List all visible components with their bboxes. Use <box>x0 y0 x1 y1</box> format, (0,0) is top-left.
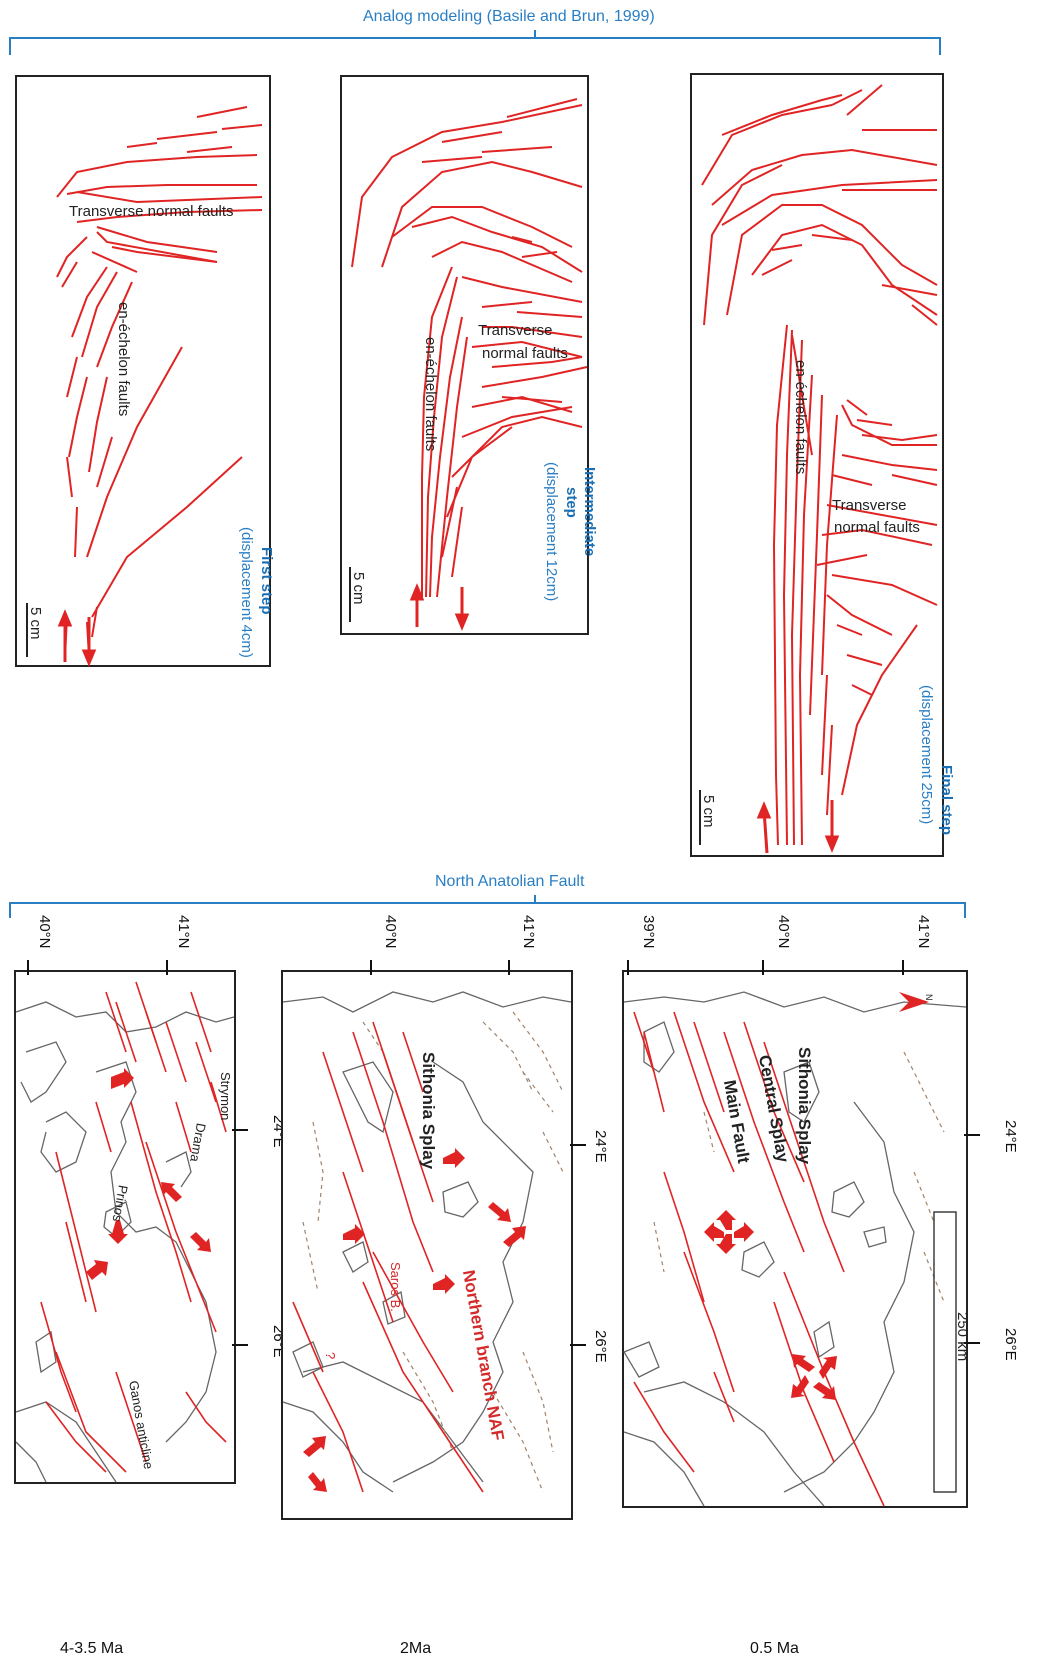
fault-lines-first <box>26 106 263 667</box>
map-age: 4-3.5 Ma <box>60 1640 124 1657</box>
fault-lines-final <box>699 84 938 854</box>
fault-lines-intermediate <box>349 98 588 631</box>
analog-header: Analog modeling (Basile and Brun, 1999) <box>363 8 655 25</box>
map-panel-1: 40°N 41°N <box>0 910 287 1657</box>
label-normal-faults: normal faults <box>482 345 568 362</box>
map-age: 2Ma <box>400 1640 432 1657</box>
naf-bracket <box>9 895 966 918</box>
analog-panel-intermediate: Transverse normal faults en-échelon faul… <box>340 75 598 635</box>
label-transverse: Transverse <box>832 497 907 514</box>
label-normal-faults: normal faults <box>834 519 920 536</box>
map-panel-2: 40°N 41°N <box>270 910 609 1657</box>
analog-bracket <box>9 30 941 55</box>
map-lines <box>15 981 235 1483</box>
map-panel-3: 39°N 40°N 41°N <box>610 910 1060 1657</box>
naf-header: North Anatolian Fault <box>435 873 585 890</box>
analog-panel-final: Transverse normal faults en-échelon faul… <box>690 73 955 857</box>
map-lines <box>623 991 967 1507</box>
label-transverse-faults: Transverse normal faults <box>69 203 234 220</box>
map-frame: Sithonia Splay Saros B. Northern branch … <box>281 970 573 1520</box>
map-age: 0.5 Ma <box>750 1640 799 1657</box>
map-lines <box>282 991 572 1493</box>
map-frame: Strymon Drama Prinos Ganos anticline <box>14 970 236 1484</box>
map-frame: N Sithonia Splay Central Splay Main Faul… <box>622 970 971 1508</box>
label-transverse: Transverse <box>478 322 553 339</box>
analog-panel-first: Transverse normal faults en-échelon faul… <box>15 75 275 667</box>
